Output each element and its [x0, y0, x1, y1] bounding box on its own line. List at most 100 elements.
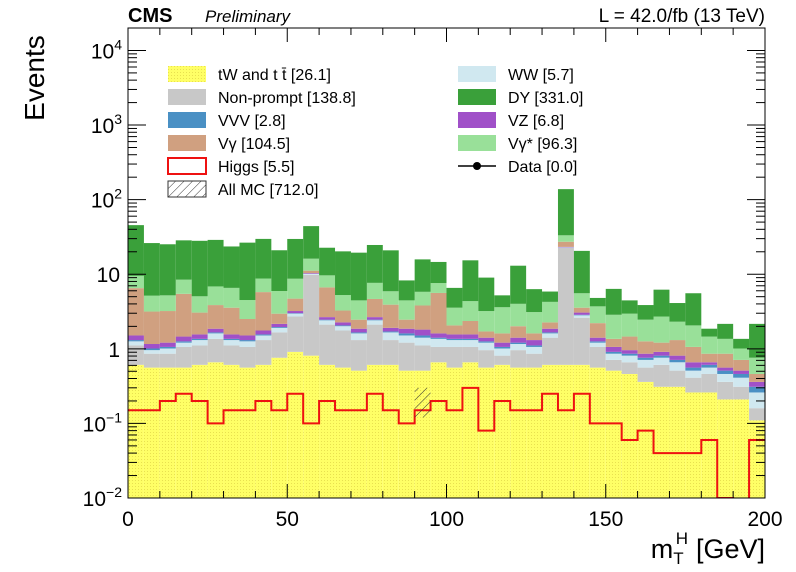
- bar-vvv-bin-30: [605, 351, 622, 354]
- bar-tw-bin-38: [733, 399, 750, 498]
- y-tick-label: 104: [91, 36, 122, 63]
- bar-tw-bin-32: [637, 381, 654, 498]
- bar-ww-bin-19: [430, 338, 447, 347]
- bar-vg-bin-36: [701, 353, 718, 363]
- bar-nonprompt-bin-15: [366, 324, 383, 365]
- bar-vg-bin-21: [462, 321, 479, 335]
- bar-vvv-bin-29: [589, 341, 606, 343]
- legend-label: VVV [2.8]: [218, 113, 286, 130]
- bar-ww-bin-31: [621, 355, 638, 363]
- bar-nonprompt-bin-21: [462, 346, 479, 363]
- bar-tw-bin-34: [669, 386, 686, 498]
- bar-vvv-bin-33: [653, 355, 670, 358]
- bar-dy-bin-2: [159, 244, 176, 296]
- x-axis-label-sub: T: [673, 549, 683, 568]
- bar-dy-bin-18: [414, 259, 431, 292]
- y-tick-label-base: 1: [108, 339, 120, 362]
- bar-tw-bin-26: [542, 364, 558, 498]
- bar-vgstar-bin-26: [542, 301, 558, 323]
- bar-nonprompt-bin-22: [478, 350, 495, 368]
- bar-vg-bin-26: [542, 322, 558, 329]
- bar-dy-bin-20: [446, 287, 463, 308]
- bar-ww-bin-15: [366, 320, 383, 325]
- bar-vgstar-bin-24: [510, 303, 527, 327]
- bar-tw-bin-19: [430, 362, 447, 498]
- bar-nonprompt-bin-24: [510, 350, 527, 368]
- bar-vvv-bin-38: [733, 373, 750, 378]
- bar-tw-bin-28: [573, 364, 590, 498]
- x-axis-label-unit: [GeV]: [696, 534, 765, 564]
- bar-vz-bin-28: [573, 312, 590, 315]
- bar-nonprompt-bin-26: [542, 337, 558, 365]
- bar-vvv-bin-35: [685, 367, 702, 371]
- y-tick-label-base: 10: [97, 264, 120, 287]
- bar-nonprompt-bin-5: [207, 338, 224, 363]
- bar-vz-bin-38: [733, 370, 750, 374]
- bar-vz-bin-33: [653, 351, 670, 356]
- bar-dy-bin-4: [191, 240, 208, 297]
- bar-vg-bin-2: [159, 311, 176, 343]
- bar-dy-bin-28: [573, 250, 590, 294]
- bar-vg-bin-3: [175, 293, 192, 337]
- bar-vvv-bin-31: [621, 353, 638, 356]
- bar-tw-bin-24: [510, 367, 527, 498]
- bar-vgstar-bin-7: [239, 300, 256, 320]
- legend-data-marker: [473, 162, 481, 170]
- bar-ww-bin-34: [669, 362, 686, 371]
- bar-vg-bin-24: [510, 326, 527, 338]
- bar-nonprompt-bin-6: [223, 345, 240, 365]
- y-tick-label: 10−2: [83, 484, 123, 511]
- bar-dy-bin-35: [685, 293, 702, 326]
- bar-vg-bin-17: [398, 319, 415, 329]
- bar-ww-bin-12: [319, 320, 336, 325]
- bar-vg-bin-14: [350, 319, 367, 329]
- bar-dy-bin-13: [335, 251, 351, 296]
- bar-vvv-bin-18: [414, 335, 431, 338]
- bar-nonprompt-bin-2: [159, 353, 176, 368]
- bar-dy-bin-14: [350, 252, 367, 301]
- legend-swatch: [168, 66, 206, 82]
- bar-tw-bin-1: [143, 367, 160, 498]
- legend-swatch: [168, 89, 206, 105]
- bar-ww-bin-39: [749, 392, 765, 409]
- bar-vg-bin-38: [733, 359, 750, 371]
- bar-vz-bin-13: [335, 322, 351, 326]
- bar-vg-bin-12: [319, 287, 336, 318]
- bar-tw-bin-21: [462, 362, 479, 498]
- bar-ww-bin-5: [207, 333, 224, 339]
- bar-vz-bin-20: [446, 334, 463, 339]
- bar-dy-bin-21: [462, 260, 479, 302]
- legend-entry-ww: WW [5.7]: [458, 66, 574, 84]
- y-tick-label-exponent: 3: [114, 111, 122, 127]
- bar-dy-bin-5: [207, 239, 224, 287]
- bar-vz-bin-39: [749, 381, 765, 387]
- bar-vgstar-bin-14: [350, 300, 367, 320]
- bar-vz-bin-29: [589, 337, 606, 342]
- bar-vgstar-bin-20: [446, 307, 463, 326]
- y-tick-label: 102: [91, 186, 122, 213]
- bar-vgstar-bin-3: [175, 279, 192, 294]
- bar-vz-bin-1: [143, 344, 160, 349]
- bar-ww-bin-35: [685, 370, 702, 378]
- bar-vg-bin-25: [526, 333, 543, 341]
- bar-vg-bin-5: [207, 305, 224, 329]
- bar-nonprompt-bin-19: [430, 346, 447, 363]
- bar-dy-bin-12: [319, 247, 336, 276]
- bar-dy-bin-27: [557, 189, 574, 236]
- bar-tw-bin-13: [335, 367, 351, 498]
- bar-ww-bin-30: [605, 353, 622, 360]
- bar-tw-bin-25: [526, 367, 543, 498]
- bar-dy-bin-32: [637, 305, 654, 320]
- higgs-line: [128, 386, 765, 498]
- cms-label: CMS: [128, 5, 172, 27]
- bar-tw-bin-9: [271, 357, 288, 498]
- bar-tw-bin-31: [621, 373, 638, 498]
- bar-vvv-bin-15: [366, 319, 383, 321]
- bar-vg-bin-35: [685, 346, 702, 363]
- bar-nonprompt-bin-4: [191, 345, 208, 365]
- bar-vg-bin-16: [382, 304, 399, 328]
- bar-nonprompt-bin-28: [573, 317, 590, 365]
- bar-nonprompt-bin-11: [303, 274, 320, 356]
- bar-vgstar-bin-29: [589, 306, 606, 324]
- bar-vg-bin-20: [446, 325, 463, 335]
